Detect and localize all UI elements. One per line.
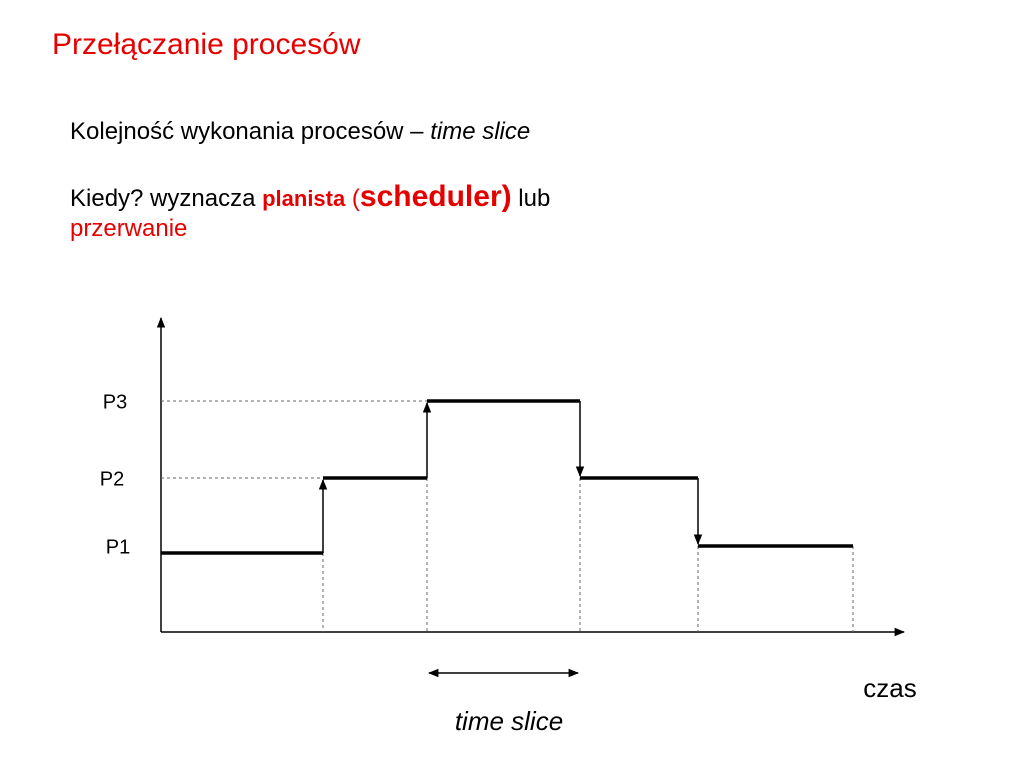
bullet-emphasis: time slice	[430, 118, 531, 145]
bullet-text: przerwanie	[70, 215, 188, 242]
switch-arrows	[318, 401, 703, 678]
bullet-text: Kiedy? wyznacza	[70, 185, 263, 212]
keyword: scheduler)	[359, 180, 512, 213]
bullet-text: lub	[511, 185, 551, 212]
bullet: Kiedy? wyznacza planista (scheduler) lub…	[70, 182, 550, 244]
interval-label: time slice	[455, 706, 563, 736]
level-label: P1	[106, 536, 130, 558]
x-axis-label: czas	[863, 673, 916, 703]
slide-title: Przełączanie procesów	[52, 28, 361, 61]
bullet-text: Kolejność wykonania procesów –	[70, 118, 431, 145]
process-steps	[161, 399, 853, 555]
level-label: P3	[103, 391, 127, 413]
level-label: P2	[100, 468, 124, 490]
bullet: Kolejność wykonania procesów – time slic…	[70, 118, 530, 146]
keyword: planista	[262, 186, 346, 211]
guides	[161, 400, 854, 632]
bullet-text: (	[345, 185, 360, 212]
